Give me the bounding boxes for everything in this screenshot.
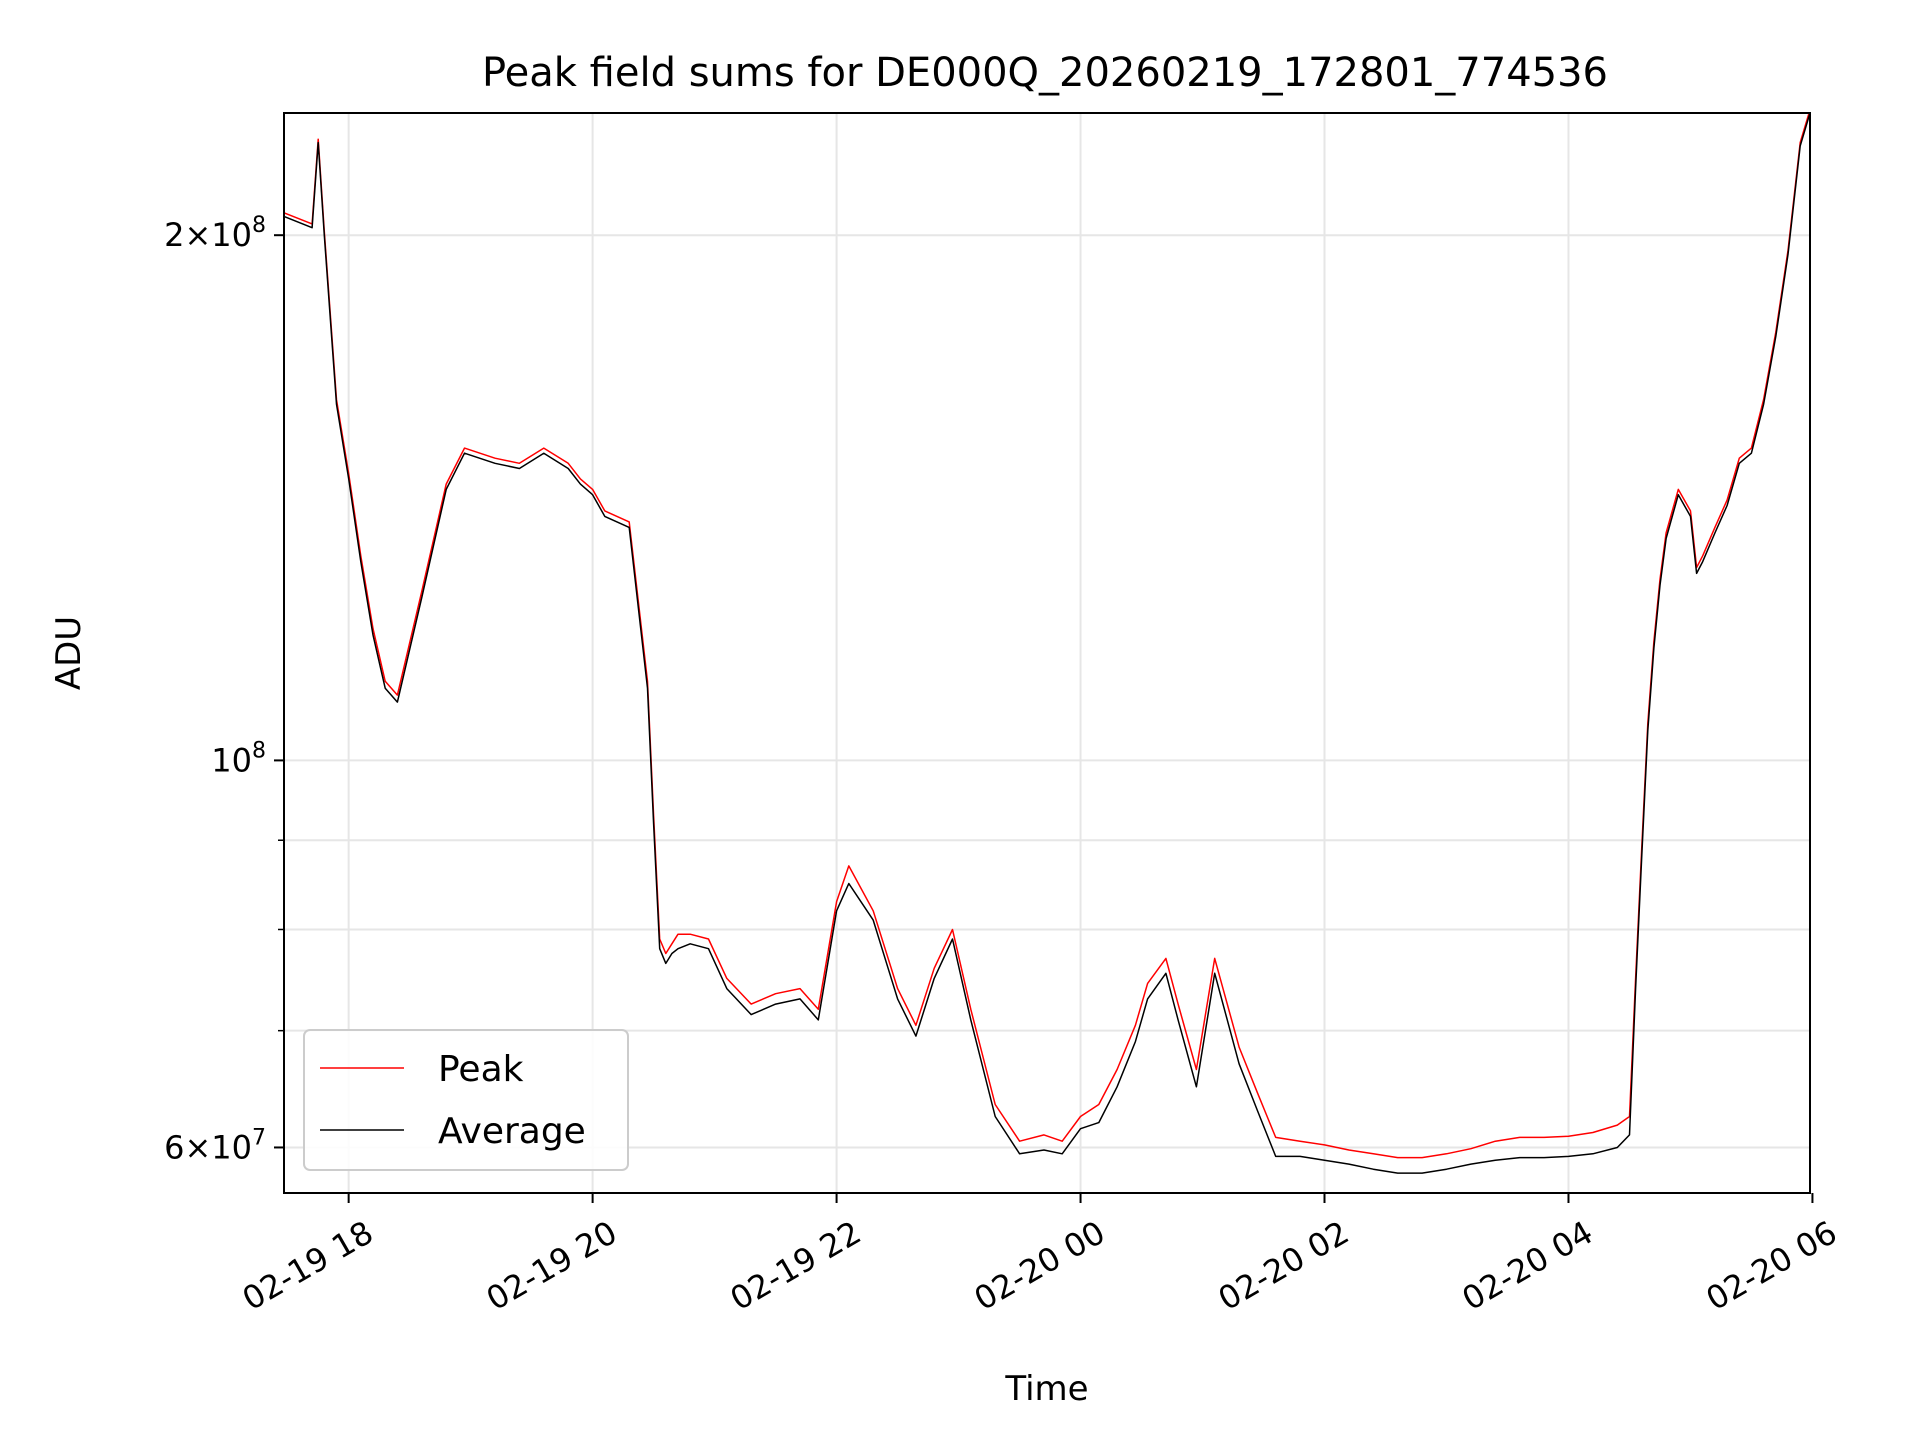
- plot-frame: [283, 112, 1811, 1194]
- x-axis-label: Time: [1004, 1369, 1088, 1409]
- legend-box: [303, 1029, 629, 1171]
- chart-title: Peak field sums for DE000Q_20260219_1728…: [482, 50, 1608, 96]
- y-axis-label: ADU: [49, 616, 89, 690]
- y-tick-label: 6×107: [164, 1125, 266, 1166]
- series-line-average: [284, 113, 1810, 1174]
- legend-label-average: Average: [438, 1111, 586, 1152]
- y-tick-label: 108: [211, 738, 266, 779]
- legend-label-peak: Peak: [438, 1049, 524, 1090]
- series-layer: [284, 113, 1810, 1174]
- legend: Peak Average: [303, 1029, 629, 1171]
- y-axis: 6×107 108 2×108: [164, 213, 284, 1166]
- y-tick-label: 2×108: [164, 213, 266, 254]
